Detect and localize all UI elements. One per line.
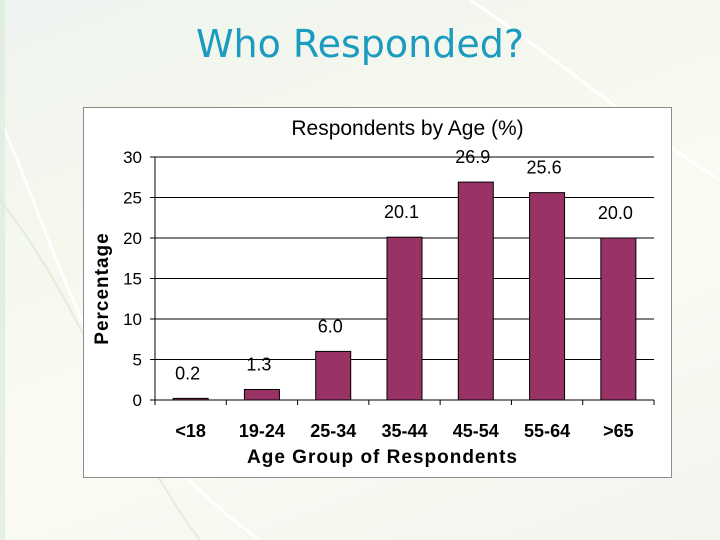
y-tick-label: 30: [123, 148, 142, 167]
x-category-label: 55-64: [524, 421, 570, 441]
y-tick-label: 0: [133, 391, 142, 410]
x-category-label: >65: [603, 421, 634, 441]
bar: [243, 388, 280, 401]
slide-title: Who Responded?: [195, 22, 525, 66]
bar: [529, 192, 566, 401]
x-category-label: <18: [175, 421, 206, 441]
chart-title: Respondents by Age (%): [291, 117, 523, 140]
chart-panel: Respondents by Age (%) 0 5 10 15 20 25 30 0.2 <18…: [83, 107, 672, 478]
data-label: 6.0: [318, 316, 343, 336]
y-axis-title: Percentage: [92, 232, 113, 344]
x-category-label: 19-24: [239, 421, 285, 441]
bar-chart: Respondents by Age (%) 0 5 10 15 20 25 30 0.2 <18…: [92, 117, 655, 468]
bar: [600, 237, 637, 401]
x-category-label: 35-44: [381, 421, 427, 441]
bar: [315, 350, 352, 401]
bar: [172, 397, 209, 401]
data-label: 26.9: [455, 147, 490, 167]
data-label: 25.6: [527, 158, 562, 178]
data-label: 20.1: [384, 202, 419, 222]
bar: [457, 181, 494, 401]
y-tick-label: 20: [123, 229, 142, 248]
data-label: 0.2: [175, 363, 200, 383]
data-label: 20.0: [598, 203, 633, 223]
bar: [386, 236, 423, 401]
y-tick-label: 5: [133, 351, 142, 370]
x-axis-title: Age Group of Respondents: [247, 447, 518, 468]
y-tick-label: 25: [123, 189, 142, 208]
y-tick-label: 15: [123, 270, 142, 289]
y-tick-label: 10: [123, 310, 142, 329]
x-category-label: 25-34: [310, 421, 356, 441]
x-category-label: 45-54: [453, 421, 499, 441]
data-label: 1.3: [246, 354, 271, 374]
